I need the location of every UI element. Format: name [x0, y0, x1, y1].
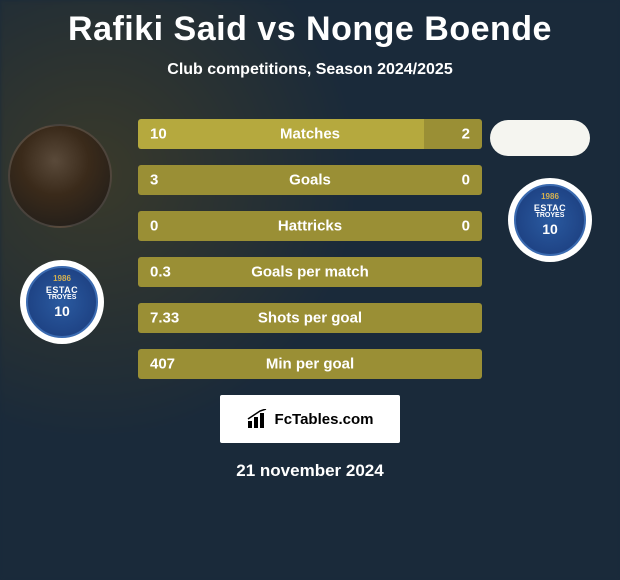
stat-row: 0.3 Goals per match — [138, 257, 482, 287]
stat-value-left: 10 — [150, 126, 167, 143]
club-year: 1986 — [541, 192, 559, 201]
club-badge-left: 1986 ESTAC TROYES 10 — [20, 260, 104, 344]
club-year: 1986 — [53, 274, 71, 283]
brand-text: FcTables.com — [275, 411, 374, 428]
brand-badge[interactable]: FcTables.com — [220, 395, 400, 443]
comparison-subtitle: Club competitions, Season 2024/2025 — [0, 61, 620, 79]
stat-row: 3 0 Goals — [138, 165, 482, 195]
club-badge-right: 1986 ESTAC TROYES 10 — [508, 178, 592, 262]
stat-value-right: 0 — [462, 172, 470, 189]
stat-value-right: 0 — [462, 218, 470, 235]
chart-icon — [247, 409, 269, 429]
stat-value-left: 0.3 — [150, 264, 171, 281]
stats-container: 10 2 Matches 3 0 Goals 0 0 Hattricks 0.3 Goals per… — [138, 119, 482, 379]
stat-label: Goals — [289, 172, 331, 189]
stat-row: 407 Min per goal — [138, 349, 482, 379]
club-sub: TROYES — [536, 212, 565, 219]
stat-label: Goals per match — [251, 264, 369, 281]
stat-label: Min per goal — [266, 356, 354, 373]
stat-label: Hattricks — [278, 218, 342, 235]
stat-value-left: 0 — [150, 218, 158, 235]
club-sub: TROYES — [48, 294, 77, 301]
footer-date: 21 november 2024 — [0, 461, 620, 481]
stat-value-left: 7.33 — [150, 310, 179, 327]
player-avatar-right — [490, 120, 590, 156]
comparison-title: Rafiki Said vs Nonge Boende — [0, 0, 620, 49]
player-avatar-left — [8, 124, 112, 228]
stat-label: Shots per goal — [258, 310, 362, 327]
stat-row: 0 0 Hattricks — [138, 211, 482, 241]
stat-bar-right — [424, 119, 482, 149]
stat-value-left: 407 — [150, 356, 175, 373]
club-num: 10 — [54, 303, 70, 319]
stat-value-left: 3 — [150, 172, 158, 189]
club-num: 10 — [542, 221, 558, 237]
stat-label: Matches — [280, 126, 340, 143]
content-wrapper: Rafiki Said vs Nonge Boende Club competi… — [0, 0, 620, 481]
stat-row: 7.33 Shots per goal — [138, 303, 482, 333]
stat-value-right: 2 — [462, 126, 470, 143]
stat-row: 10 2 Matches — [138, 119, 482, 149]
